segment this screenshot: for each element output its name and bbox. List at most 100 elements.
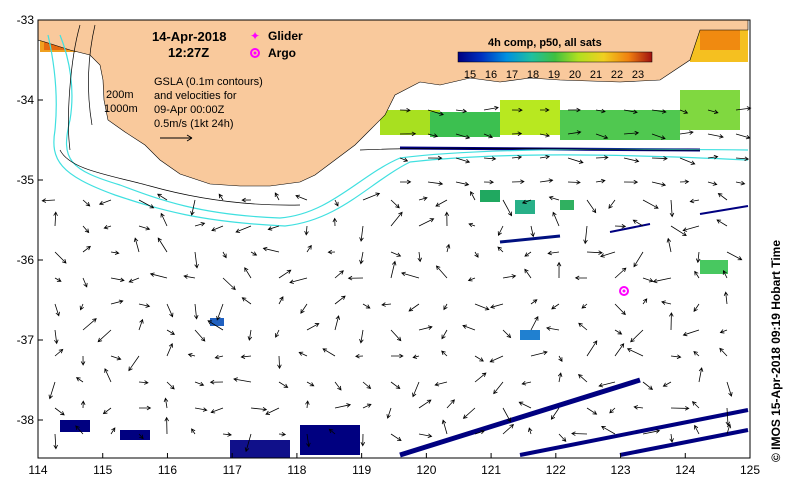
- velocity-arrow: [598, 381, 616, 388]
- velocity-arrow: [651, 181, 667, 187]
- velocity-arrow: [468, 222, 476, 228]
- velocity-arrow: [689, 198, 700, 204]
- velocity-arrow: [614, 343, 625, 357]
- velocity-arrow: [278, 296, 284, 305]
- x-tick-label: 125: [740, 463, 760, 477]
- velocity-arrow: [550, 407, 560, 420]
- velocity-arrow: [75, 425, 84, 435]
- velocity-arrow: [722, 270, 728, 279]
- velocity-arrow: [138, 225, 151, 231]
- velocity-arrow: [552, 211, 560, 227]
- velocity-arrow: [190, 199, 196, 216]
- velocity-arrow: [583, 225, 588, 245]
- velocity-arrow: [359, 329, 364, 344]
- velocity-arrow: [609, 407, 616, 414]
- velocity-arrow: [306, 244, 312, 253]
- velocity-arrow: [110, 355, 122, 361]
- velocity-arrow: [417, 251, 423, 263]
- velocity-arrow: [682, 225, 700, 232]
- velocity-arrow: [571, 431, 588, 436]
- velocity-arrow: [441, 419, 448, 435]
- velocity-arrow: [694, 270, 700, 279]
- y-tick-label: -33: [17, 13, 35, 27]
- argo-icon: [250, 48, 260, 58]
- velocity-arrow: [483, 105, 499, 111]
- x-tick-label: 115: [93, 463, 112, 477]
- velocity-arrow: [241, 197, 252, 203]
- velocity-arrow: [642, 199, 659, 209]
- colorbar-tick-label: 17: [506, 69, 518, 81]
- legend-glider: ✦ Glider: [250, 29, 303, 43]
- velocity-arrow: [233, 377, 252, 383]
- velocity-arrow: [390, 433, 402, 442]
- colorbar: [457, 51, 653, 63]
- velocity-arrow: [497, 225, 504, 236]
- velocity-arrow: [441, 329, 448, 340]
- velocity-arrow: [614, 224, 627, 229]
- velocity-arrow: [707, 154, 719, 160]
- velocity-arrow: [250, 407, 268, 412]
- velocity-arrow: [518, 401, 532, 409]
- velocity-arrow: [614, 267, 627, 279]
- velocity-arrow: [521, 381, 532, 386]
- velocity-arrow: [412, 354, 420, 359]
- velocity-arrow: [666, 237, 672, 253]
- velocity-arrow: [98, 199, 112, 206]
- velocity-arrow: [642, 381, 654, 390]
- velocity-arrow: [418, 196, 428, 201]
- velocity-arrow: [707, 109, 719, 115]
- velocity-arrow: [191, 428, 196, 435]
- velocity-arrow: [82, 225, 90, 234]
- velocity-arrow: [97, 329, 112, 343]
- velocity-arrow: [412, 381, 420, 398]
- velocity-arrow: [435, 199, 448, 207]
- velocity-arrow: [250, 251, 258, 256]
- velocity-arrow: [455, 181, 470, 187]
- velocity-arrow: [306, 381, 315, 387]
- velocity-arrow: [483, 133, 494, 139]
- velocity-arrow: [235, 225, 252, 233]
- velocity-arrow: [726, 381, 733, 397]
- velocity-arrow: [651, 109, 667, 114]
- x-tick-label: 119: [352, 463, 371, 477]
- x-tick-label: 120: [416, 463, 436, 477]
- velocity-arrow: [262, 246, 280, 253]
- velocity-arrow: [362, 403, 372, 409]
- velocity-arrow: [474, 355, 484, 362]
- velocity-arrow: [193, 303, 199, 320]
- velocity-arrow: [726, 251, 743, 261]
- velocity-arrow: [362, 381, 372, 390]
- velocity-arrow: [530, 316, 539, 331]
- velocity-arrow: [359, 251, 364, 265]
- velocity-arrow: [222, 251, 227, 259]
- velocity-arrow: [289, 277, 308, 284]
- velocity-arrow: [110, 277, 125, 283]
- velocity-arrow: [530, 225, 535, 238]
- velocity-arrow: [546, 326, 560, 331]
- velocity-arrow: [138, 318, 144, 331]
- velocity-arrow: [578, 374, 588, 383]
- velocity-arrow: [630, 329, 644, 343]
- legend-argo-label: Argo: [268, 46, 296, 60]
- velocity-arrow: [418, 325, 433, 331]
- velocity-arrow: [164, 416, 169, 435]
- argo-float-marker: [619, 286, 629, 296]
- velocity-arrow: [567, 180, 581, 185]
- isobaths: [47, 34, 749, 227]
- velocity-arrow: [483, 179, 495, 185]
- colorbar-tick-label: 15: [464, 69, 476, 81]
- velocity-arrow: [247, 329, 253, 341]
- velocity-arrow: [110, 250, 120, 255]
- velocity-arrow: [528, 427, 533, 435]
- velocity-arrow: [474, 429, 485, 435]
- velocity-arrow: [511, 155, 523, 160]
- velocity-arrow: [332, 217, 338, 227]
- velocity-arrow: [390, 251, 402, 257]
- velocity-arrow: [278, 381, 289, 388]
- velocity-arrow: [651, 156, 668, 161]
- velocity-arrow: [567, 107, 581, 113]
- y-tick-label: -38: [17, 413, 35, 427]
- velocity-arrow: [719, 329, 728, 334]
- velocity-arrow: [574, 275, 588, 281]
- velocity-arrow: [623, 179, 639, 185]
